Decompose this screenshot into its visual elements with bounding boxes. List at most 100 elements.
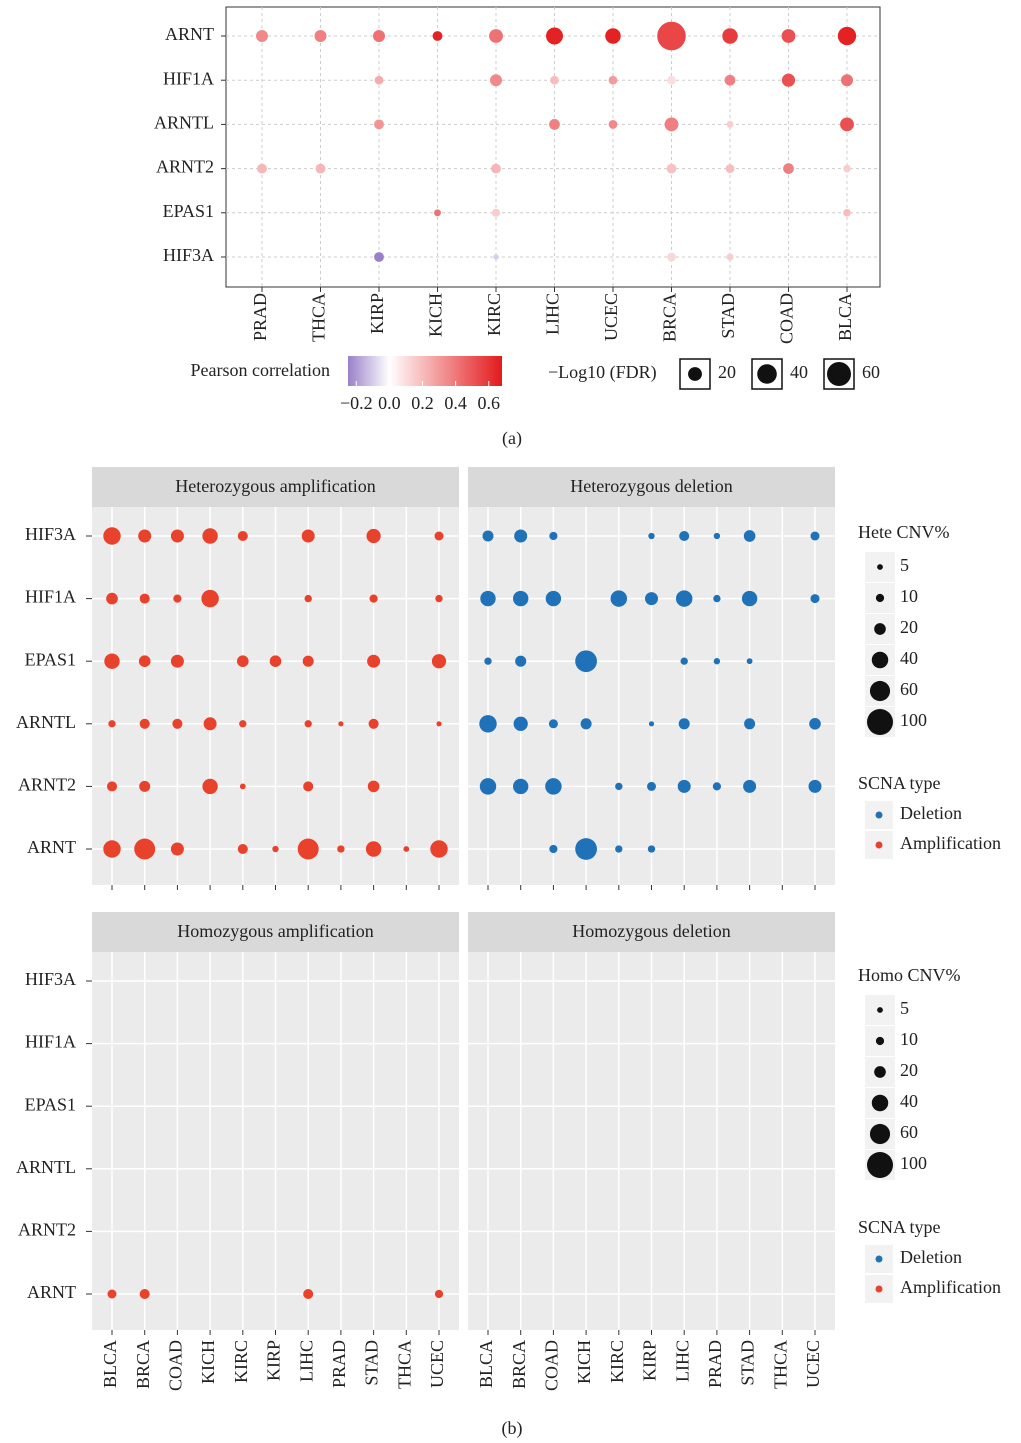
bubble — [269, 655, 282, 668]
legend-bubble — [867, 1152, 893, 1178]
bubble — [236, 655, 249, 668]
bubble — [491, 208, 501, 217]
legend-label: 10 — [900, 1029, 918, 1049]
legend-label: 40 — [900, 1091, 918, 1111]
bubble — [436, 721, 442, 727]
bubble — [513, 778, 529, 795]
legend-title: −Log10 (FDR) — [548, 362, 657, 383]
bubble — [712, 782, 722, 791]
bubble — [338, 721, 344, 727]
bubble — [303, 1288, 314, 1300]
bubble — [367, 780, 380, 793]
bubble — [549, 119, 560, 130]
y-tick-label: ARNT2 — [156, 157, 214, 177]
legend-bubble — [827, 362, 851, 386]
colorbar — [348, 356, 502, 386]
x-tick-label: KICH — [198, 1340, 218, 1384]
bubble — [107, 1289, 117, 1299]
x-tick-label: KIRP — [367, 293, 387, 334]
bubble — [431, 654, 447, 669]
bubble — [480, 590, 496, 607]
bubble — [239, 720, 247, 728]
bubble — [514, 529, 528, 543]
bubble — [843, 209, 851, 217]
bubble — [843, 164, 851, 173]
panel-title: Heterozygous deletion — [570, 476, 732, 496]
bubble — [810, 594, 820, 604]
y-tick-label: EPAS1 — [25, 1094, 76, 1114]
bubble — [605, 28, 621, 44]
x-tick-label: KIRC — [484, 293, 504, 336]
x-tick-label: THCA — [309, 293, 329, 342]
legend-label: 5 — [900, 998, 909, 1018]
bubble — [513, 716, 528, 731]
bubble — [479, 778, 497, 795]
bubble — [646, 781, 657, 791]
colorbar-tick-label: 0.4 — [444, 393, 467, 413]
bubble — [545, 590, 562, 607]
bubble — [432, 31, 443, 41]
y-tick-label: ARNT2 — [18, 1220, 76, 1240]
bubble — [608, 75, 618, 85]
bubble — [548, 719, 558, 729]
x-tick-label: BRCA — [133, 1340, 153, 1389]
legend-bubble — [869, 1123, 891, 1145]
x-tick-label: COAD — [166, 1340, 186, 1391]
legend-label: 5 — [900, 555, 909, 575]
bubble — [315, 163, 326, 174]
bubble — [549, 844, 558, 854]
bubble — [374, 75, 384, 85]
caption: (b) — [502, 1418, 523, 1439]
bubble — [139, 780, 151, 792]
bubble — [713, 532, 721, 540]
legend-bubble — [757, 364, 777, 384]
panel-title: Homozygous deletion — [572, 921, 730, 941]
colorbar-tick-label: 0.2 — [411, 393, 434, 413]
legend-bubble — [871, 1094, 889, 1112]
y-tick-label: ARNT — [27, 837, 76, 857]
y-tick-label: HIF3A — [25, 969, 76, 989]
bubble — [434, 209, 441, 217]
plot-area — [225, 6, 881, 288]
bubble — [256, 30, 268, 42]
x-tick-label: LIHC — [543, 293, 563, 335]
y-tick-label: HIF3A — [25, 524, 76, 544]
x-tick-label: THCA — [770, 1340, 790, 1389]
bubble — [239, 783, 246, 790]
bubble — [138, 529, 152, 543]
legend-bubble — [875, 1036, 885, 1046]
legend-bubble — [875, 593, 885, 603]
x-tick-label: THCA — [394, 1340, 414, 1389]
x-tick-label: PRAD — [250, 293, 270, 341]
bubble — [170, 654, 184, 668]
bubble — [272, 845, 279, 853]
y-tick-label: EPAS1 — [25, 649, 76, 669]
bubble — [374, 252, 384, 262]
bubble — [103, 840, 121, 858]
bubble — [491, 163, 501, 174]
legend-label: 40 — [790, 362, 808, 382]
legend-dot — [875, 841, 883, 849]
legend-label: Amplification — [900, 1277, 1001, 1297]
bubble — [837, 26, 857, 46]
strip — [92, 912, 459, 952]
bubble — [743, 779, 757, 793]
bubble — [172, 718, 183, 729]
colorbar-tick-label: 0.0 — [378, 393, 401, 413]
bubble — [657, 21, 686, 51]
bubble — [781, 29, 796, 43]
legend-bubble — [874, 1066, 886, 1078]
x-tick-label: KIRC — [231, 1340, 251, 1383]
y-tick-label: HIF1A — [25, 587, 76, 607]
bubble — [648, 532, 655, 540]
bubble — [580, 718, 592, 730]
bubble — [490, 74, 502, 87]
bubble — [303, 781, 314, 792]
legend-label: 20 — [900, 1060, 918, 1080]
bubble — [648, 721, 655, 727]
legend-label: 60 — [862, 362, 880, 382]
legend-bubble — [688, 367, 702, 381]
bubble — [139, 593, 150, 604]
